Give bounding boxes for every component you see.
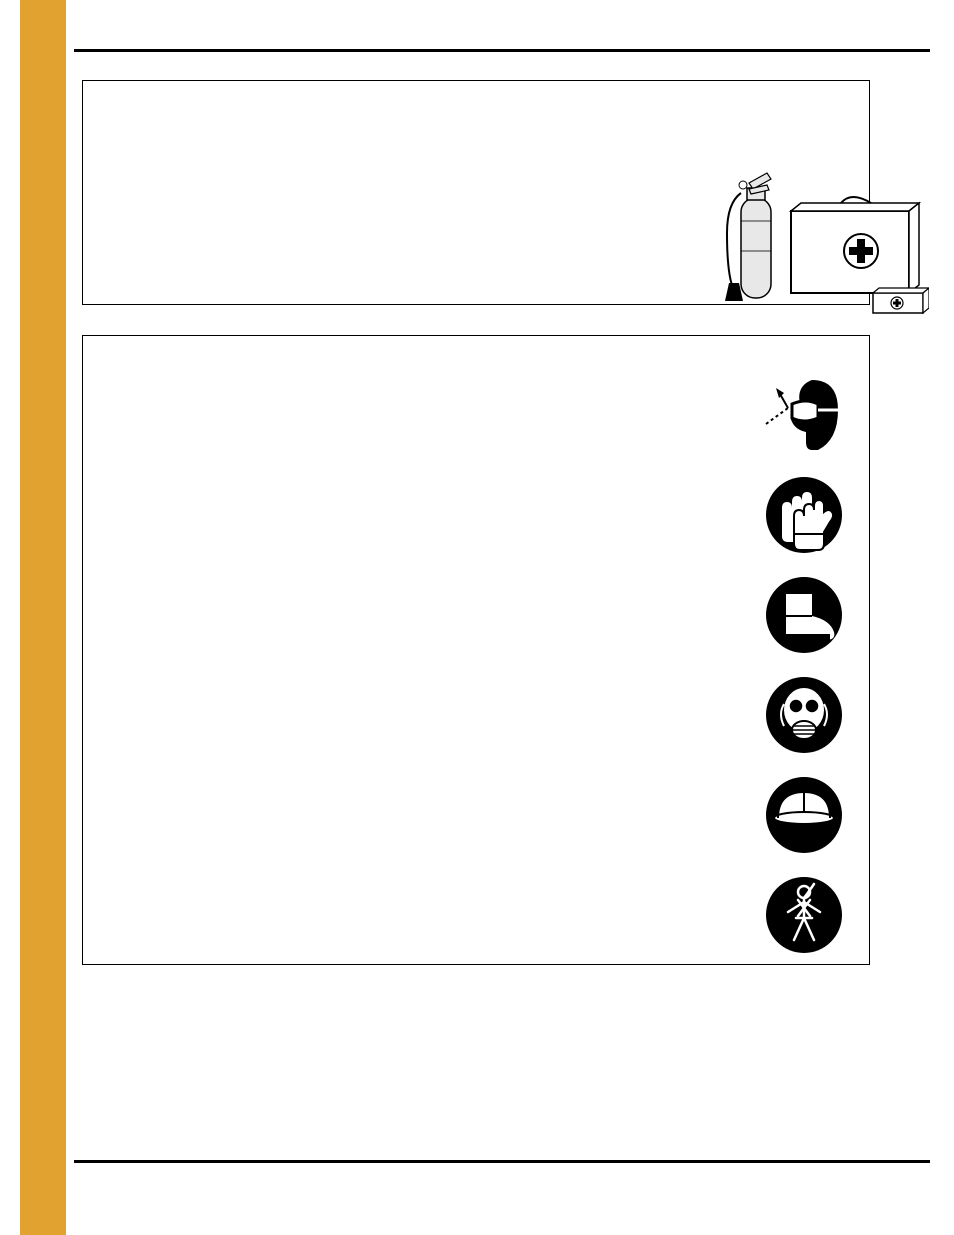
emergency-equipment-box: [82, 80, 870, 305]
first-aid-kit-small-icon: [873, 288, 929, 313]
page-root: [0, 0, 954, 1235]
emergency-equipment-illustration: [713, 163, 929, 321]
first-aid-kit-large-icon: [791, 197, 919, 293]
fall-protection-icon: [764, 876, 844, 954]
left-gold-bar: [20, 0, 66, 1235]
eye-protection-icon: [764, 376, 844, 454]
hard-hat-icon: [764, 776, 844, 854]
foot-protection-icon: [764, 576, 844, 654]
fire-extinguisher-icon: [725, 173, 771, 301]
top-horizontal-rule: [74, 49, 930, 52]
hand-protection-icon: [764, 476, 844, 554]
ppe-icon-column: [764, 376, 844, 954]
respirator-icon: [764, 676, 844, 754]
ppe-box: [82, 335, 870, 965]
bottom-horizontal-rule: [74, 1160, 930, 1163]
